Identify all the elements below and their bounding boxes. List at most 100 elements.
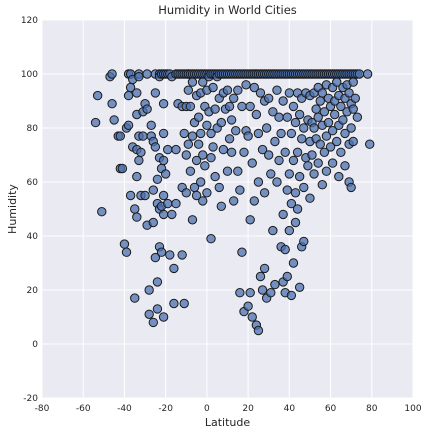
data-point: [257, 285, 268, 295]
data-points: [90, 69, 375, 336]
data-point: [228, 93, 239, 104]
data-point: [160, 169, 171, 179]
data-point: [132, 212, 142, 222]
data-point: [206, 128, 216, 139]
data-point: [303, 161, 313, 171]
data-point: [286, 198, 297, 209]
data-point: [152, 174, 163, 185]
data-point: [169, 298, 179, 309]
data-point: [278, 96, 288, 106]
data-point: [362, 69, 373, 79]
data-point: [158, 190, 169, 201]
data-point: [270, 279, 280, 290]
data-point: [294, 109, 305, 120]
x-tick-label: 20: [242, 404, 254, 414]
data-point: [130, 204, 140, 214]
data-point: [317, 180, 328, 190]
data-point: [152, 304, 163, 314]
data-point: [231, 126, 241, 136]
data-point: [171, 144, 181, 155]
data-point: [183, 85, 194, 95]
data-point: [142, 69, 152, 79]
data-point: [158, 312, 169, 322]
data-point: [264, 93, 274, 104]
data-point: [148, 317, 159, 328]
data-point: [92, 90, 103, 101]
y-tick-label: 100: [21, 70, 38, 80]
y-tick-label: 20: [27, 286, 39, 296]
data-point: [259, 263, 270, 274]
data-point: [344, 88, 354, 98]
data-point: [290, 117, 301, 128]
data-point: [132, 171, 142, 182]
data-point: [348, 77, 358, 87]
data-point: [218, 144, 229, 155]
data-point: [208, 82, 218, 93]
data-point: [202, 120, 212, 131]
data-point: [319, 147, 330, 158]
data-point: [233, 166, 243, 176]
x-tick-label: 0: [204, 404, 210, 414]
data-point: [327, 158, 338, 168]
data-point: [249, 196, 259, 206]
data-point: [121, 247, 132, 257]
data-point: [214, 182, 224, 193]
data-point: [206, 234, 216, 244]
data-point: [181, 150, 191, 160]
data-point: [241, 80, 251, 90]
data-point: [146, 120, 156, 131]
chart-title: Humidity in World Cities: [158, 3, 297, 17]
data-point: [181, 188, 191, 198]
data-point: [216, 117, 227, 128]
data-point: [313, 112, 323, 122]
data-point: [130, 293, 140, 303]
data-point: [327, 126, 338, 136]
data-point: [107, 99, 117, 109]
data-point: [150, 142, 161, 152]
data-point: [253, 128, 264, 139]
data-point: [132, 88, 142, 98]
data-point: [348, 104, 358, 114]
data-point: [299, 182, 309, 193]
data-point: [123, 120, 134, 131]
data-point: [354, 69, 365, 79]
data-point: [183, 139, 194, 149]
data-point: [185, 166, 196, 176]
data-point: [177, 250, 187, 260]
data-point: [216, 201, 227, 212]
x-axis-ticks: -80 -60 -40 -20 0 20 40 60 80 100: [35, 404, 422, 414]
y-tick-label: 0: [32, 340, 38, 350]
data-point: [272, 85, 282, 95]
data-point: [191, 155, 202, 166]
data-point: [259, 188, 270, 198]
data-point: [307, 150, 317, 160]
data-point: [245, 215, 255, 225]
data-point: [156, 247, 167, 257]
data-point: [233, 85, 243, 95]
data-point: [138, 131, 148, 141]
y-tick-label: 80: [27, 124, 39, 134]
data-point: [264, 150, 274, 160]
data-point: [150, 252, 161, 263]
data-point: [247, 158, 257, 168]
data-point: [309, 169, 319, 179]
data-point: [158, 209, 169, 220]
data-point: [288, 155, 299, 166]
data-point: [243, 301, 253, 311]
data-point: [290, 188, 301, 198]
data-point: [117, 163, 128, 174]
data-point: [200, 161, 210, 171]
data-point: [299, 123, 309, 133]
data-point: [237, 247, 247, 257]
y-tick-label: 60: [27, 178, 39, 188]
data-point: [280, 244, 290, 255]
data-point: [239, 147, 249, 158]
data-point: [334, 171, 344, 182]
data-point: [317, 88, 328, 98]
data-point: [150, 88, 161, 98]
data-point: [224, 101, 235, 112]
data-point: [169, 263, 179, 274]
data-point: [196, 128, 206, 139]
data-point: [253, 177, 264, 187]
data-point: [158, 155, 169, 166]
